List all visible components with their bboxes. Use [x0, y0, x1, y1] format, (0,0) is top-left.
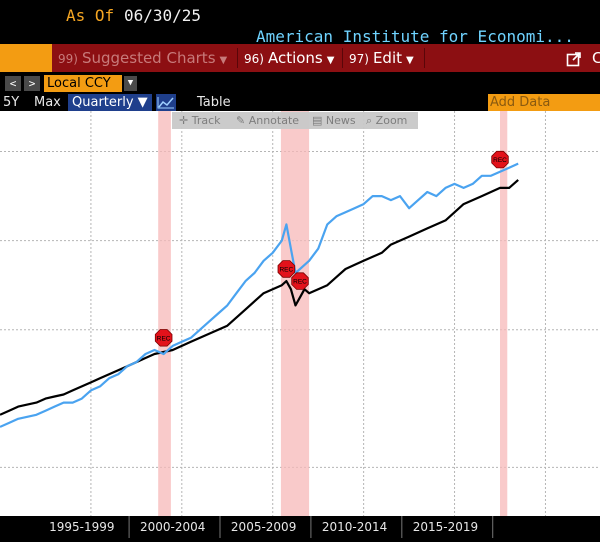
- range-5y-button[interactable]: 5Y: [3, 95, 20, 110]
- security-title: American Institute for Economi...: [256, 27, 574, 46]
- news-tool[interactable]: ▤ News: [312, 114, 356, 127]
- rec-marker-label: REC: [279, 266, 293, 273]
- rec-marker-label: REC: [293, 279, 307, 286]
- menu-divider: [424, 48, 425, 68]
- add-data-input[interactable]: Add Data: [488, 94, 600, 111]
- menu-right-label[interactable]: C: [592, 49, 600, 67]
- menu-divider: [237, 48, 238, 68]
- rec-marker: REC: [277, 260, 296, 278]
- rec-marker: REC: [154, 329, 173, 347]
- currency-select[interactable]: Local CCY: [44, 75, 122, 92]
- chevron-right-icon[interactable]: >: [24, 76, 40, 91]
- x-tick-label: 2000-2004: [140, 520, 205, 534]
- popout-icon[interactable]: [566, 44, 582, 72]
- menu-divider: [342, 48, 343, 68]
- nav-bar: < > Local CCY ▼: [0, 72, 600, 94]
- chart-area[interactable]: REC REC REC REC: [0, 111, 600, 516]
- zoom-tool[interactable]: ⌕ Zoom: [366, 114, 408, 127]
- range-bar: 5Y Max Quarterly ▼ Table Add Data: [0, 94, 600, 111]
- chevron-down-icon[interactable]: ▼: [124, 76, 137, 91]
- zoom-icon: ⌕: [366, 114, 373, 127]
- table-button[interactable]: Table: [197, 95, 231, 110]
- series-line: [0, 162, 519, 428]
- rec-marker-label: REC: [493, 157, 507, 164]
- x-axis: 1995-1999 2000-2004 2005-2009 2010-2014 2015…: [0, 516, 600, 538]
- rec-marker: REC: [491, 150, 509, 169]
- annotate-tool[interactable]: ✎ Annotate: [236, 114, 300, 127]
- pencil-icon: ✎: [236, 114, 246, 127]
- series-line: [0, 179, 519, 416]
- edit-menu[interactable]: 97) Edit ▼: [349, 49, 414, 67]
- header-bar: As Of 06/30/25 American Institute for Ec…: [0, 0, 600, 46]
- crosshair-icon: ✛: [179, 114, 189, 127]
- chart-toolbar: ✛ Track ✎ Annotate ▤ News ⌕ Zoom: [172, 112, 418, 129]
- recession-band: [158, 111, 171, 516]
- actions-menu[interactable]: 96) Actions ▼: [244, 49, 335, 67]
- track-tool[interactable]: ✛ Track: [179, 114, 221, 127]
- x-tick-label: 1995-1999: [49, 520, 114, 534]
- range-max-button[interactable]: Max: [34, 95, 61, 110]
- period-select[interactable]: Quarterly ▼: [68, 94, 152, 111]
- chevron-left-icon[interactable]: <: [5, 76, 21, 91]
- x-tick-label: 2005-2009: [231, 520, 296, 534]
- asof-date[interactable]: 06/30/25: [124, 6, 202, 25]
- rec-marker-label: REC: [157, 335, 171, 342]
- menu-accent: [0, 44, 52, 72]
- x-tick-label: 2015-2019: [413, 520, 478, 534]
- asof-label: As Of: [66, 6, 115, 25]
- line-chart-icon[interactable]: [156, 94, 176, 111]
- rec-marker: REC: [291, 272, 309, 290]
- x-tick-label: 2010-2014: [322, 520, 387, 534]
- menu-bar: 99) Suggested Charts ▼ 96) Actions ▼ 97) Edit…: [0, 44, 600, 72]
- recession-band: [500, 111, 508, 516]
- news-icon: ▤: [312, 114, 323, 127]
- suggested-charts-menu[interactable]: 99) Suggested Charts ▼: [58, 49, 228, 67]
- recession-band: [280, 111, 310, 516]
